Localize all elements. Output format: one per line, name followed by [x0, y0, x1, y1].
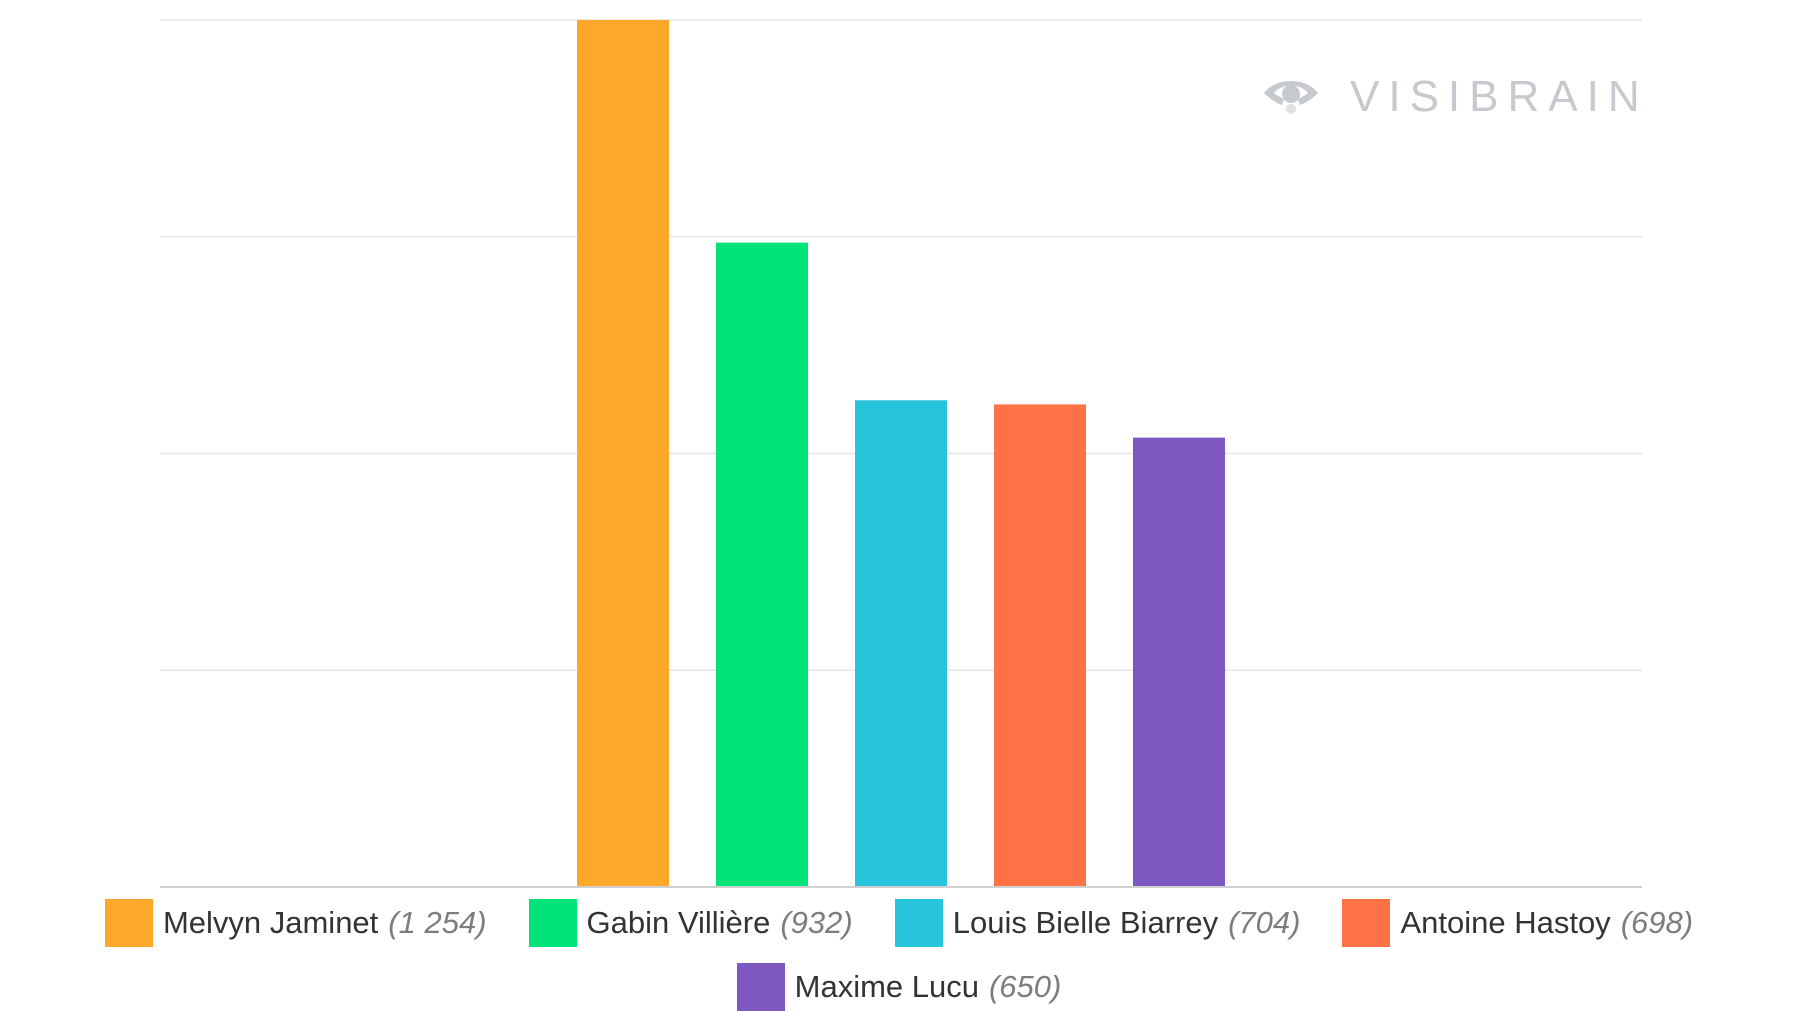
legend-item[interactable]: Louis Bielle Biarrey (704) — [894, 898, 1301, 948]
legend-item[interactable]: Gabin Villière (932) — [528, 898, 853, 948]
legend-label: Melvyn Jaminet — [162, 905, 379, 940]
legend-label: Maxime Lucu — [794, 969, 979, 1004]
legend-value: (698) — [1620, 905, 1694, 940]
legend-item[interactable]: Maxime Lucu (650) — [736, 962, 1062, 1011]
eye-icon — [1262, 75, 1320, 120]
watermark: VISIBRAIN — [1262, 72, 1649, 122]
legend-value: (650) — [988, 969, 1062, 1004]
legend-value: (932) — [780, 905, 853, 940]
watermark-text: VISIBRAIN — [1350, 72, 1649, 121]
bar[interactable] — [716, 242, 808, 887]
legend-value: (704) — [1228, 905, 1301, 940]
bars — [577, 20, 1225, 887]
legend: Melvyn Jaminet (1 254) Gabin Villière (932)… — [0, 898, 1798, 1011]
bar[interactable] — [1133, 437, 1225, 887]
legend-swatch — [104, 899, 153, 947]
bar[interactable] — [855, 400, 947, 887]
bar[interactable] — [994, 404, 1086, 887]
legend-label: Antoine Hastoy — [1400, 905, 1611, 940]
legend-swatch — [736, 963, 785, 1011]
legend-swatch — [1342, 899, 1391, 947]
legend-swatch — [528, 899, 577, 947]
legend-value: (1 254) — [388, 905, 487, 940]
legend-swatch — [894, 899, 943, 947]
legend-item[interactable]: Melvyn Jaminet (1 254) — [104, 898, 487, 948]
legend-item[interactable]: Antoine Hastoy (698) — [1342, 898, 1693, 948]
bar[interactable] — [577, 20, 669, 887]
legend-label: Gabin Villière — [586, 905, 771, 940]
legend-label: Louis Bielle Biarrey — [952, 905, 1219, 940]
